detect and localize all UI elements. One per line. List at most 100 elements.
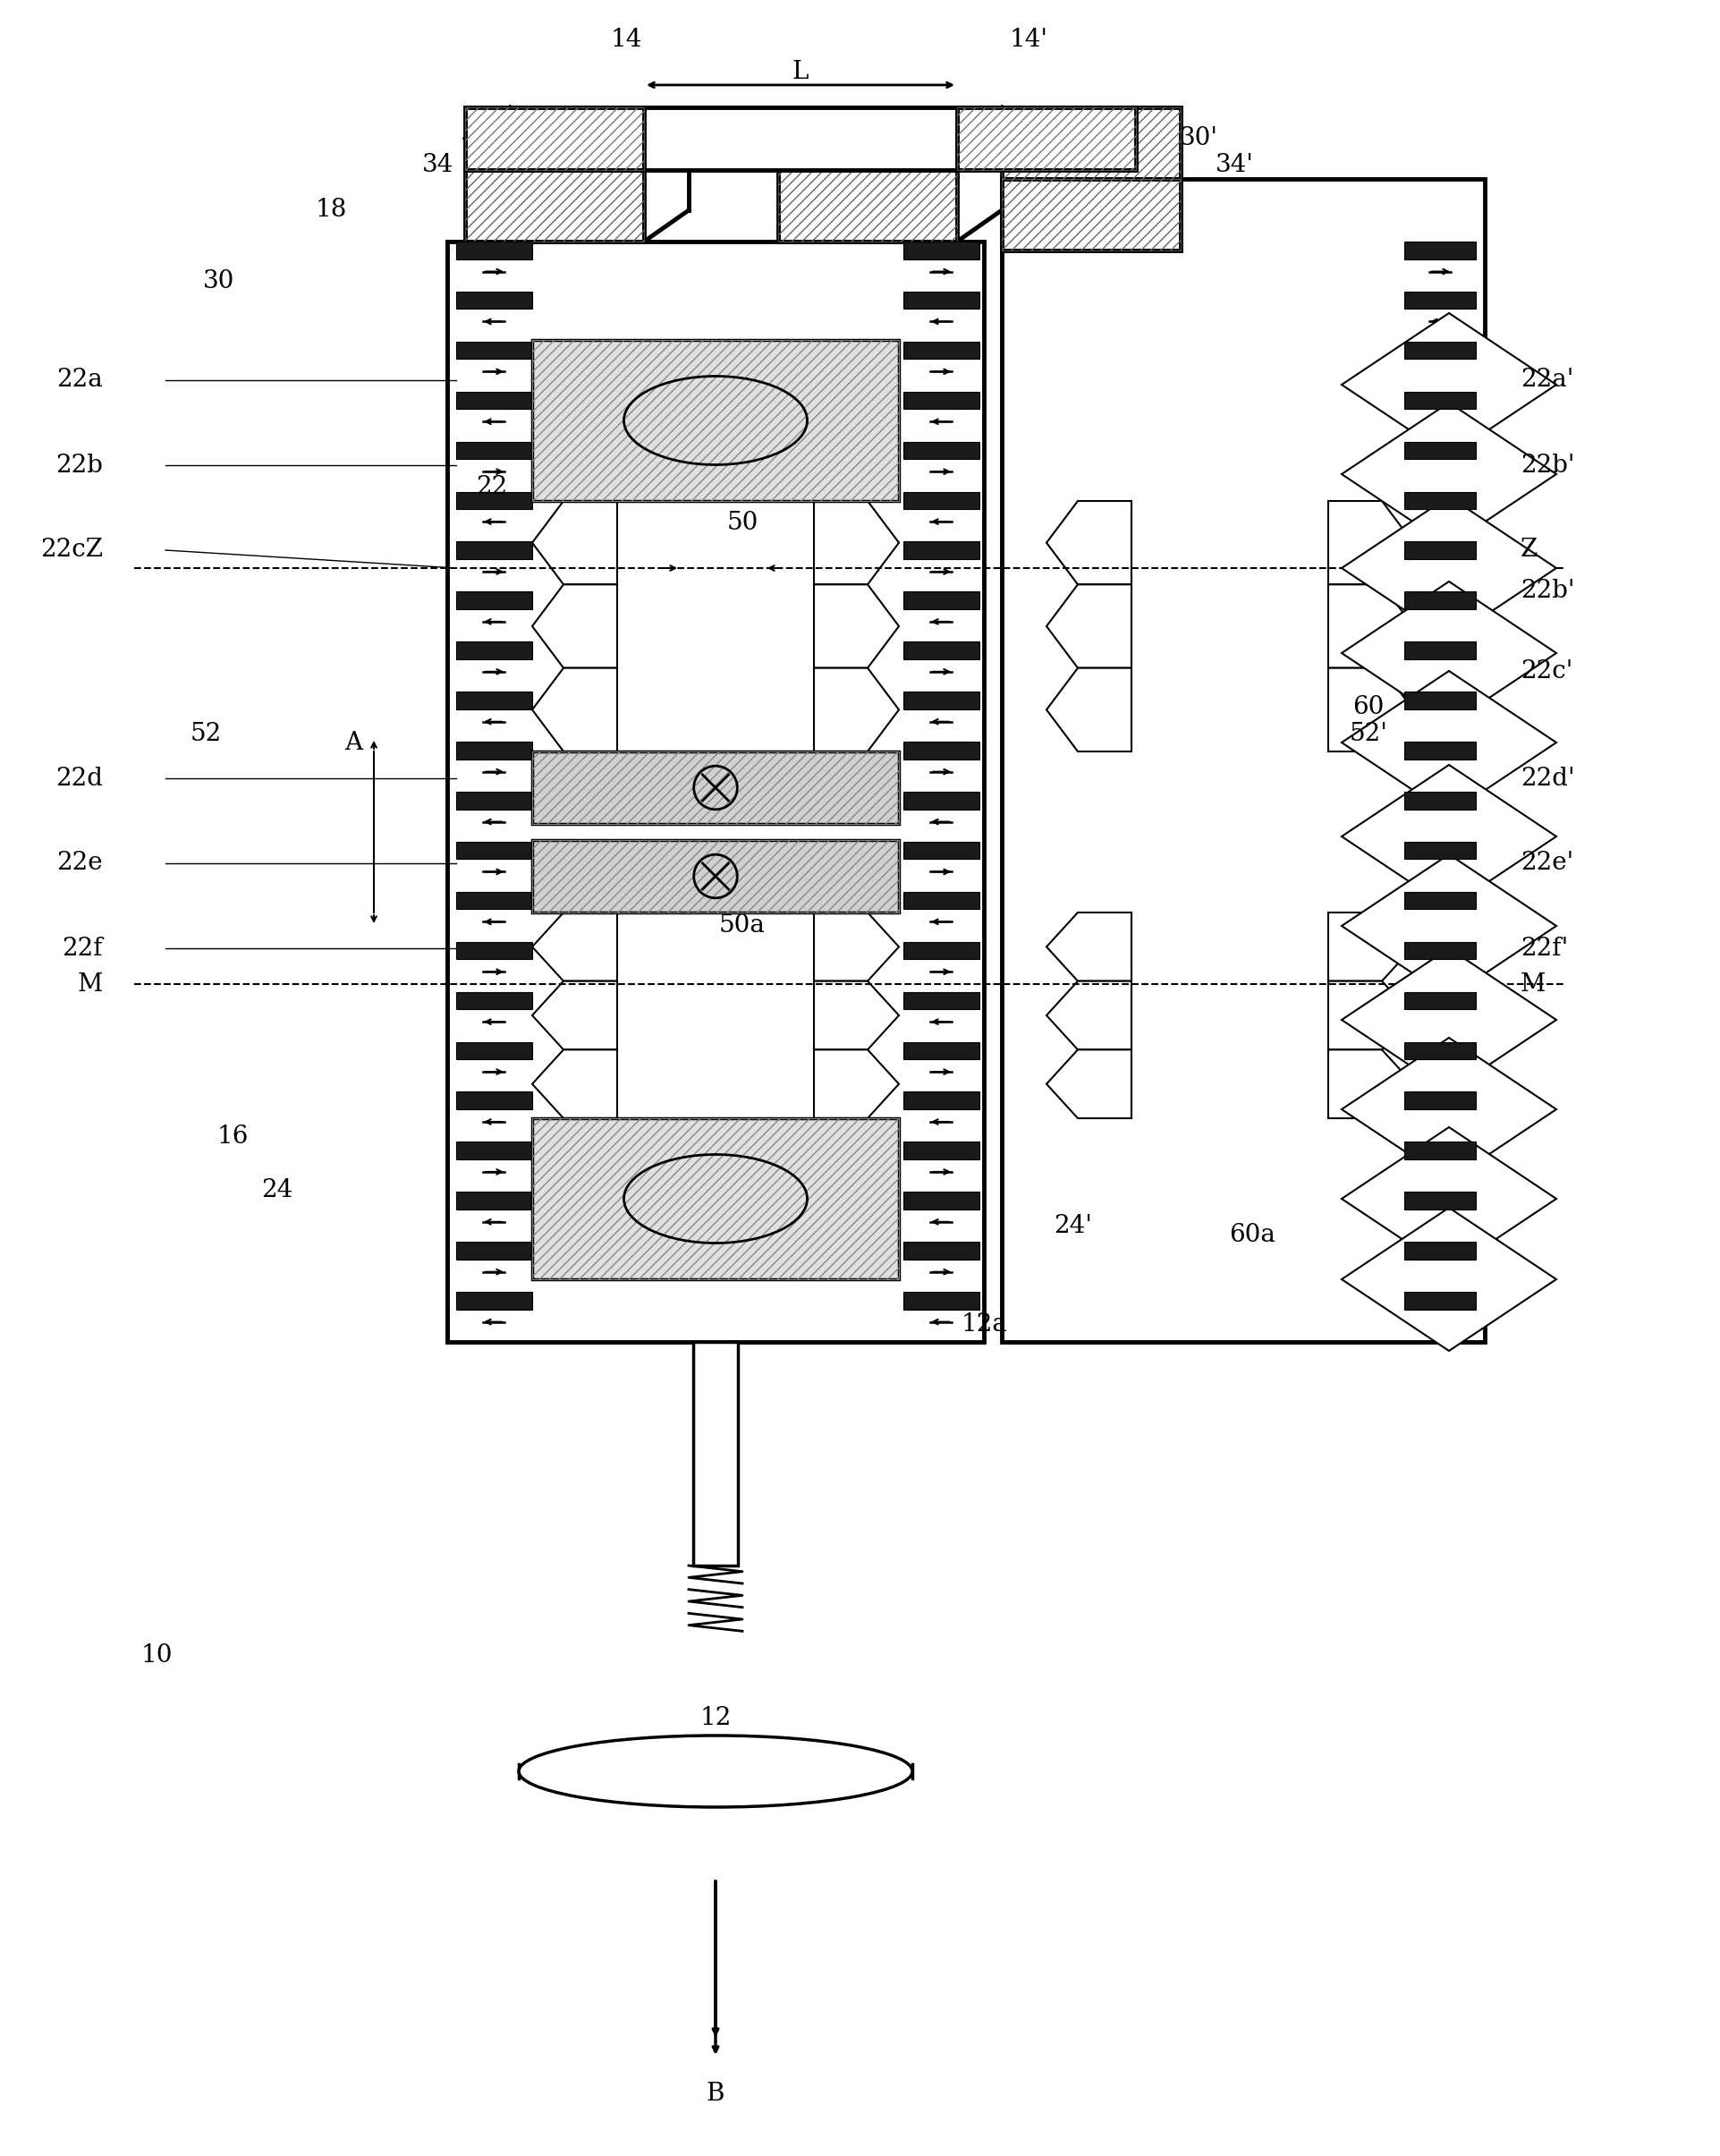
Text: 22f': 22f' bbox=[1520, 936, 1569, 959]
Bar bbox=[1404, 1091, 1476, 1110]
Text: 22c': 22c' bbox=[1520, 660, 1572, 683]
Polygon shape bbox=[531, 1050, 617, 1119]
Bar bbox=[903, 692, 979, 709]
Bar bbox=[777, 170, 956, 241]
Bar bbox=[456, 791, 531, 808]
Bar bbox=[1001, 179, 1180, 250]
Bar bbox=[531, 841, 900, 912]
Bar bbox=[1404, 1242, 1476, 1259]
Text: M: M bbox=[77, 972, 103, 996]
Bar bbox=[456, 591, 531, 610]
Bar bbox=[903, 992, 979, 1009]
Text: 22: 22 bbox=[476, 476, 507, 500]
Bar bbox=[777, 170, 956, 241]
Bar bbox=[903, 492, 979, 509]
Polygon shape bbox=[814, 981, 900, 1050]
Bar bbox=[456, 942, 531, 959]
Bar bbox=[464, 138, 956, 170]
Bar bbox=[1404, 591, 1476, 610]
Bar bbox=[1001, 179, 1180, 250]
Bar bbox=[1001, 108, 1180, 179]
Text: 14': 14' bbox=[1010, 28, 1047, 52]
Bar bbox=[903, 841, 979, 860]
Text: 10: 10 bbox=[141, 1643, 172, 1667]
Bar bbox=[903, 942, 979, 959]
Bar bbox=[903, 642, 979, 660]
Bar bbox=[903, 742, 979, 759]
Polygon shape bbox=[814, 500, 900, 584]
Text: 16: 16 bbox=[217, 1123, 248, 1149]
Bar bbox=[1404, 893, 1476, 910]
Bar bbox=[456, 1192, 531, 1210]
Bar bbox=[531, 341, 900, 500]
Bar bbox=[693, 1341, 738, 1565]
Text: 50a: 50a bbox=[719, 914, 765, 938]
Text: 24: 24 bbox=[261, 1177, 292, 1201]
Bar bbox=[456, 341, 531, 360]
Text: 22e: 22e bbox=[57, 852, 103, 875]
Bar bbox=[956, 108, 1135, 170]
Bar bbox=[1404, 642, 1476, 660]
Bar bbox=[456, 1143, 531, 1160]
Bar bbox=[1404, 692, 1476, 709]
Bar bbox=[643, 108, 956, 170]
Polygon shape bbox=[1046, 1050, 1132, 1119]
Text: 22cZ: 22cZ bbox=[40, 539, 103, 563]
Bar bbox=[903, 893, 979, 910]
Text: 22a: 22a bbox=[57, 369, 103, 392]
Text: 34: 34 bbox=[423, 153, 454, 177]
Text: 12a: 12a bbox=[961, 1313, 1008, 1337]
Polygon shape bbox=[1046, 500, 1132, 584]
Polygon shape bbox=[1342, 313, 1557, 457]
Polygon shape bbox=[1328, 668, 1414, 752]
Bar bbox=[1001, 108, 1180, 179]
Polygon shape bbox=[1328, 1050, 1414, 1119]
Text: 52: 52 bbox=[189, 722, 222, 746]
Bar bbox=[464, 138, 956, 170]
Bar bbox=[456, 241, 531, 259]
Text: B: B bbox=[707, 2081, 724, 2106]
Bar bbox=[456, 893, 531, 910]
Polygon shape bbox=[1342, 1128, 1557, 1270]
Polygon shape bbox=[1342, 582, 1557, 724]
Bar bbox=[1404, 1041, 1476, 1059]
Bar bbox=[531, 341, 900, 500]
Text: 22a': 22a' bbox=[1520, 369, 1574, 392]
Bar bbox=[903, 541, 979, 558]
Bar bbox=[1404, 341, 1476, 360]
Bar bbox=[464, 170, 643, 241]
Bar bbox=[1404, 942, 1476, 959]
Text: 22d: 22d bbox=[55, 765, 103, 791]
Text: M: M bbox=[1520, 972, 1546, 996]
Polygon shape bbox=[1342, 949, 1557, 1091]
Bar bbox=[456, 541, 531, 558]
Bar bbox=[1404, 442, 1476, 459]
Bar bbox=[531, 1119, 900, 1279]
Bar bbox=[456, 442, 531, 459]
Bar bbox=[903, 791, 979, 808]
Text: 60: 60 bbox=[1352, 694, 1385, 718]
Polygon shape bbox=[1342, 671, 1557, 815]
Bar bbox=[903, 291, 979, 308]
Bar bbox=[903, 1242, 979, 1259]
Text: 14: 14 bbox=[611, 28, 642, 52]
Polygon shape bbox=[1342, 1037, 1557, 1181]
Bar bbox=[903, 1291, 979, 1309]
Text: 18: 18 bbox=[315, 198, 347, 222]
Polygon shape bbox=[1328, 500, 1414, 584]
Polygon shape bbox=[1342, 765, 1557, 908]
Bar bbox=[456, 1041, 531, 1059]
Bar bbox=[956, 108, 1135, 170]
Polygon shape bbox=[1342, 496, 1557, 640]
Polygon shape bbox=[531, 981, 617, 1050]
Bar bbox=[456, 692, 531, 709]
Text: 24': 24' bbox=[1054, 1214, 1092, 1238]
Bar bbox=[903, 1192, 979, 1210]
Bar bbox=[1404, 541, 1476, 558]
Bar bbox=[1404, 241, 1476, 259]
Bar bbox=[456, 742, 531, 759]
Bar bbox=[447, 241, 984, 1341]
Bar bbox=[903, 591, 979, 610]
Text: 22b': 22b' bbox=[1520, 453, 1574, 476]
Text: 50: 50 bbox=[726, 511, 759, 535]
